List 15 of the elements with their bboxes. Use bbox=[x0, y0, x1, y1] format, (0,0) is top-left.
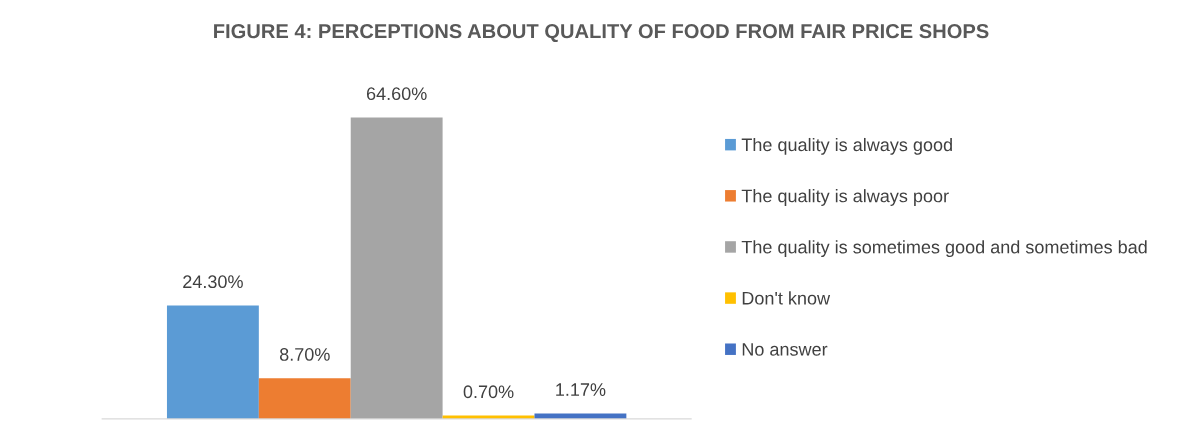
chart-title: FIGURE 4: PERCEPTIONS ABOUT QUALITY OF FOOD FROM FAIR PRICE SHOPS bbox=[214, 24, 989, 43]
legend-label: The quality is sometimes good and sometimes bad bbox=[741, 240, 1147, 258]
data-label: 8.70% bbox=[279, 348, 330, 361]
data-label: 0.70% bbox=[463, 385, 514, 399]
bar bbox=[534, 413, 627, 419]
data-label: 1.17% bbox=[556, 383, 606, 396]
legend-label: The quality is always poor bbox=[741, 189, 949, 206]
bar bbox=[350, 117, 443, 419]
legend-label: Don't know bbox=[742, 291, 831, 305]
legend-label: The quality is always good bbox=[741, 137, 952, 155]
data-label: 64.60% bbox=[366, 87, 427, 101]
data-label: 24.30% bbox=[183, 275, 243, 289]
bar bbox=[166, 305, 259, 419]
legend-label: No answer bbox=[742, 343, 828, 356]
bar bbox=[258, 378, 351, 419]
